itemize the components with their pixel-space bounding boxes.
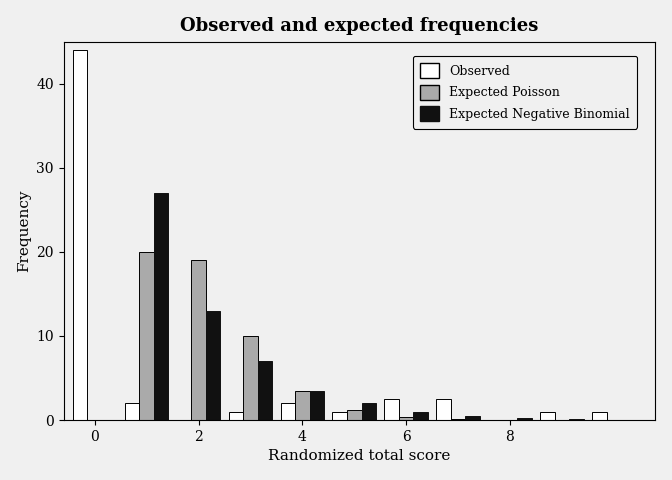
- Bar: [399, 417, 413, 420]
- Legend: Observed, Expected Poisson, Expected Negative Binomial: Observed, Expected Poisson, Expected Neg…: [413, 56, 637, 129]
- Y-axis label: Frequency: Frequency: [17, 190, 31, 272]
- Bar: [413, 412, 428, 420]
- Bar: [347, 410, 362, 420]
- Bar: [592, 412, 607, 420]
- Bar: [362, 403, 376, 420]
- Bar: [206, 311, 220, 420]
- Bar: [192, 260, 206, 420]
- Bar: [228, 412, 243, 420]
- Bar: [280, 403, 295, 420]
- Bar: [139, 252, 154, 420]
- X-axis label: Randomized total score: Randomized total score: [268, 449, 451, 463]
- Bar: [384, 399, 399, 420]
- Bar: [540, 412, 554, 420]
- Bar: [154, 193, 169, 420]
- Bar: [125, 403, 139, 420]
- Bar: [243, 336, 257, 420]
- Bar: [310, 391, 324, 420]
- Bar: [333, 412, 347, 420]
- Title: Observed and expected frequencies: Observed and expected frequencies: [180, 17, 539, 35]
- Bar: [517, 418, 532, 420]
- Bar: [436, 399, 451, 420]
- Bar: [295, 391, 310, 420]
- Bar: [465, 416, 480, 420]
- Bar: [73, 50, 87, 420]
- Bar: [257, 361, 272, 420]
- Bar: [451, 419, 465, 420]
- Bar: [569, 419, 584, 420]
